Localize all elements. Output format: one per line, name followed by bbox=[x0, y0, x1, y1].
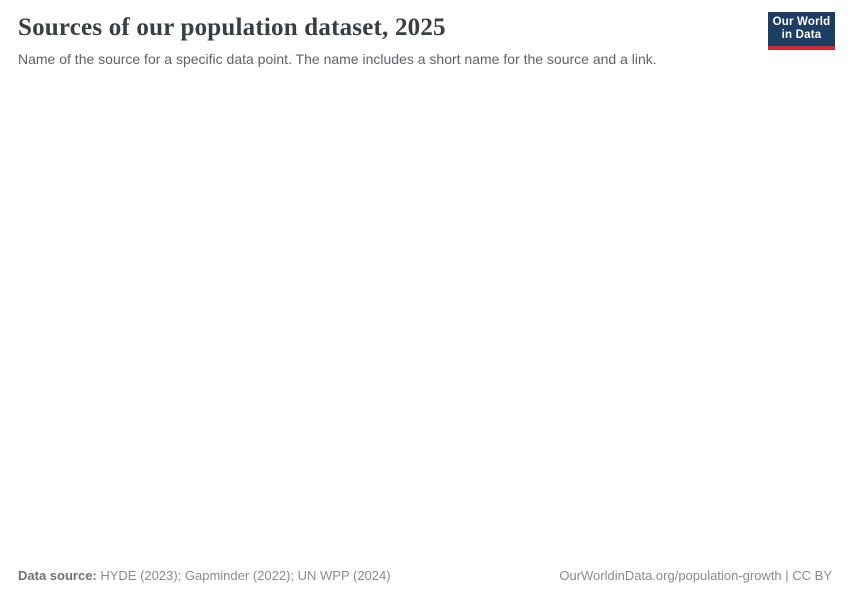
chart-subtitle: Name of the source for a specific data p… bbox=[18, 51, 657, 67]
chart-body-empty bbox=[0, 86, 850, 555]
owid-logo: Our World in Data bbox=[768, 12, 835, 50]
owid-logo-red-stripe bbox=[768, 46, 835, 50]
data-source-label: Data source: bbox=[18, 568, 97, 584]
data-source-line: Data source: HYDE (2023); Gapminder (202… bbox=[18, 568, 391, 584]
attribution-line: OurWorldinData.org/population-growth | C… bbox=[559, 568, 832, 584]
data-source-names: HYDE (2023); Gapminder (2022); UN WPP (2… bbox=[96, 568, 391, 584]
chart-footer: Data source: HYDE (2023); Gapminder (202… bbox=[18, 568, 832, 584]
chart-header: Sources of our population dataset, 2025 … bbox=[0, 0, 850, 68]
owid-logo-text: Our World in Data bbox=[768, 12, 835, 46]
owid-logo-line2: in Data bbox=[781, 29, 822, 41]
owid-logo-line1: Our World bbox=[772, 16, 831, 29]
page-title: Sources of our population dataset, 2025 bbox=[18, 14, 446, 41]
